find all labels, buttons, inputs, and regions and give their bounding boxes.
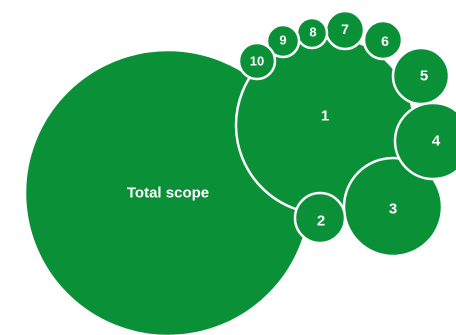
bubble-2: 2 [293, 191, 347, 245]
bubble-5-circle [391, 46, 451, 106]
bubble-5-label: 5 [420, 68, 428, 85]
bubble-2-label: 2 [317, 213, 325, 230]
bubble-10: 10 [237, 41, 277, 81]
bubble-4: 4 [393, 101, 456, 181]
bubble-8: 8 [295, 16, 329, 50]
bubble-total-scope-label: Total scope [127, 185, 209, 202]
bubble-7-label: 7 [341, 21, 349, 37]
bubble-4-label: 4 [432, 133, 441, 150]
bubble-3-circle [342, 156, 444, 258]
bubble-9-label: 9 [279, 33, 286, 48]
bubble-6-circle [362, 19, 404, 61]
bubble-10-label: 10 [250, 54, 264, 69]
bubble-5: 5 [391, 46, 451, 106]
bubble-6-label: 6 [381, 33, 389, 49]
bubble-4-circle [393, 101, 456, 181]
bubble-3: 3 [342, 156, 444, 258]
bubble-2-circle [293, 191, 347, 245]
bubble-10-circle [237, 41, 277, 81]
bubble-6: 6 [362, 19, 404, 61]
bubble-3-label: 3 [389, 201, 397, 218]
bubble-9: 9 [265, 23, 301, 59]
bubble-7: 7 [324, 9, 366, 51]
bubble-8-label: 8 [309, 25, 316, 40]
bubble-1-label: 1 [321, 108, 329, 125]
bubble-9-circle [265, 23, 301, 59]
